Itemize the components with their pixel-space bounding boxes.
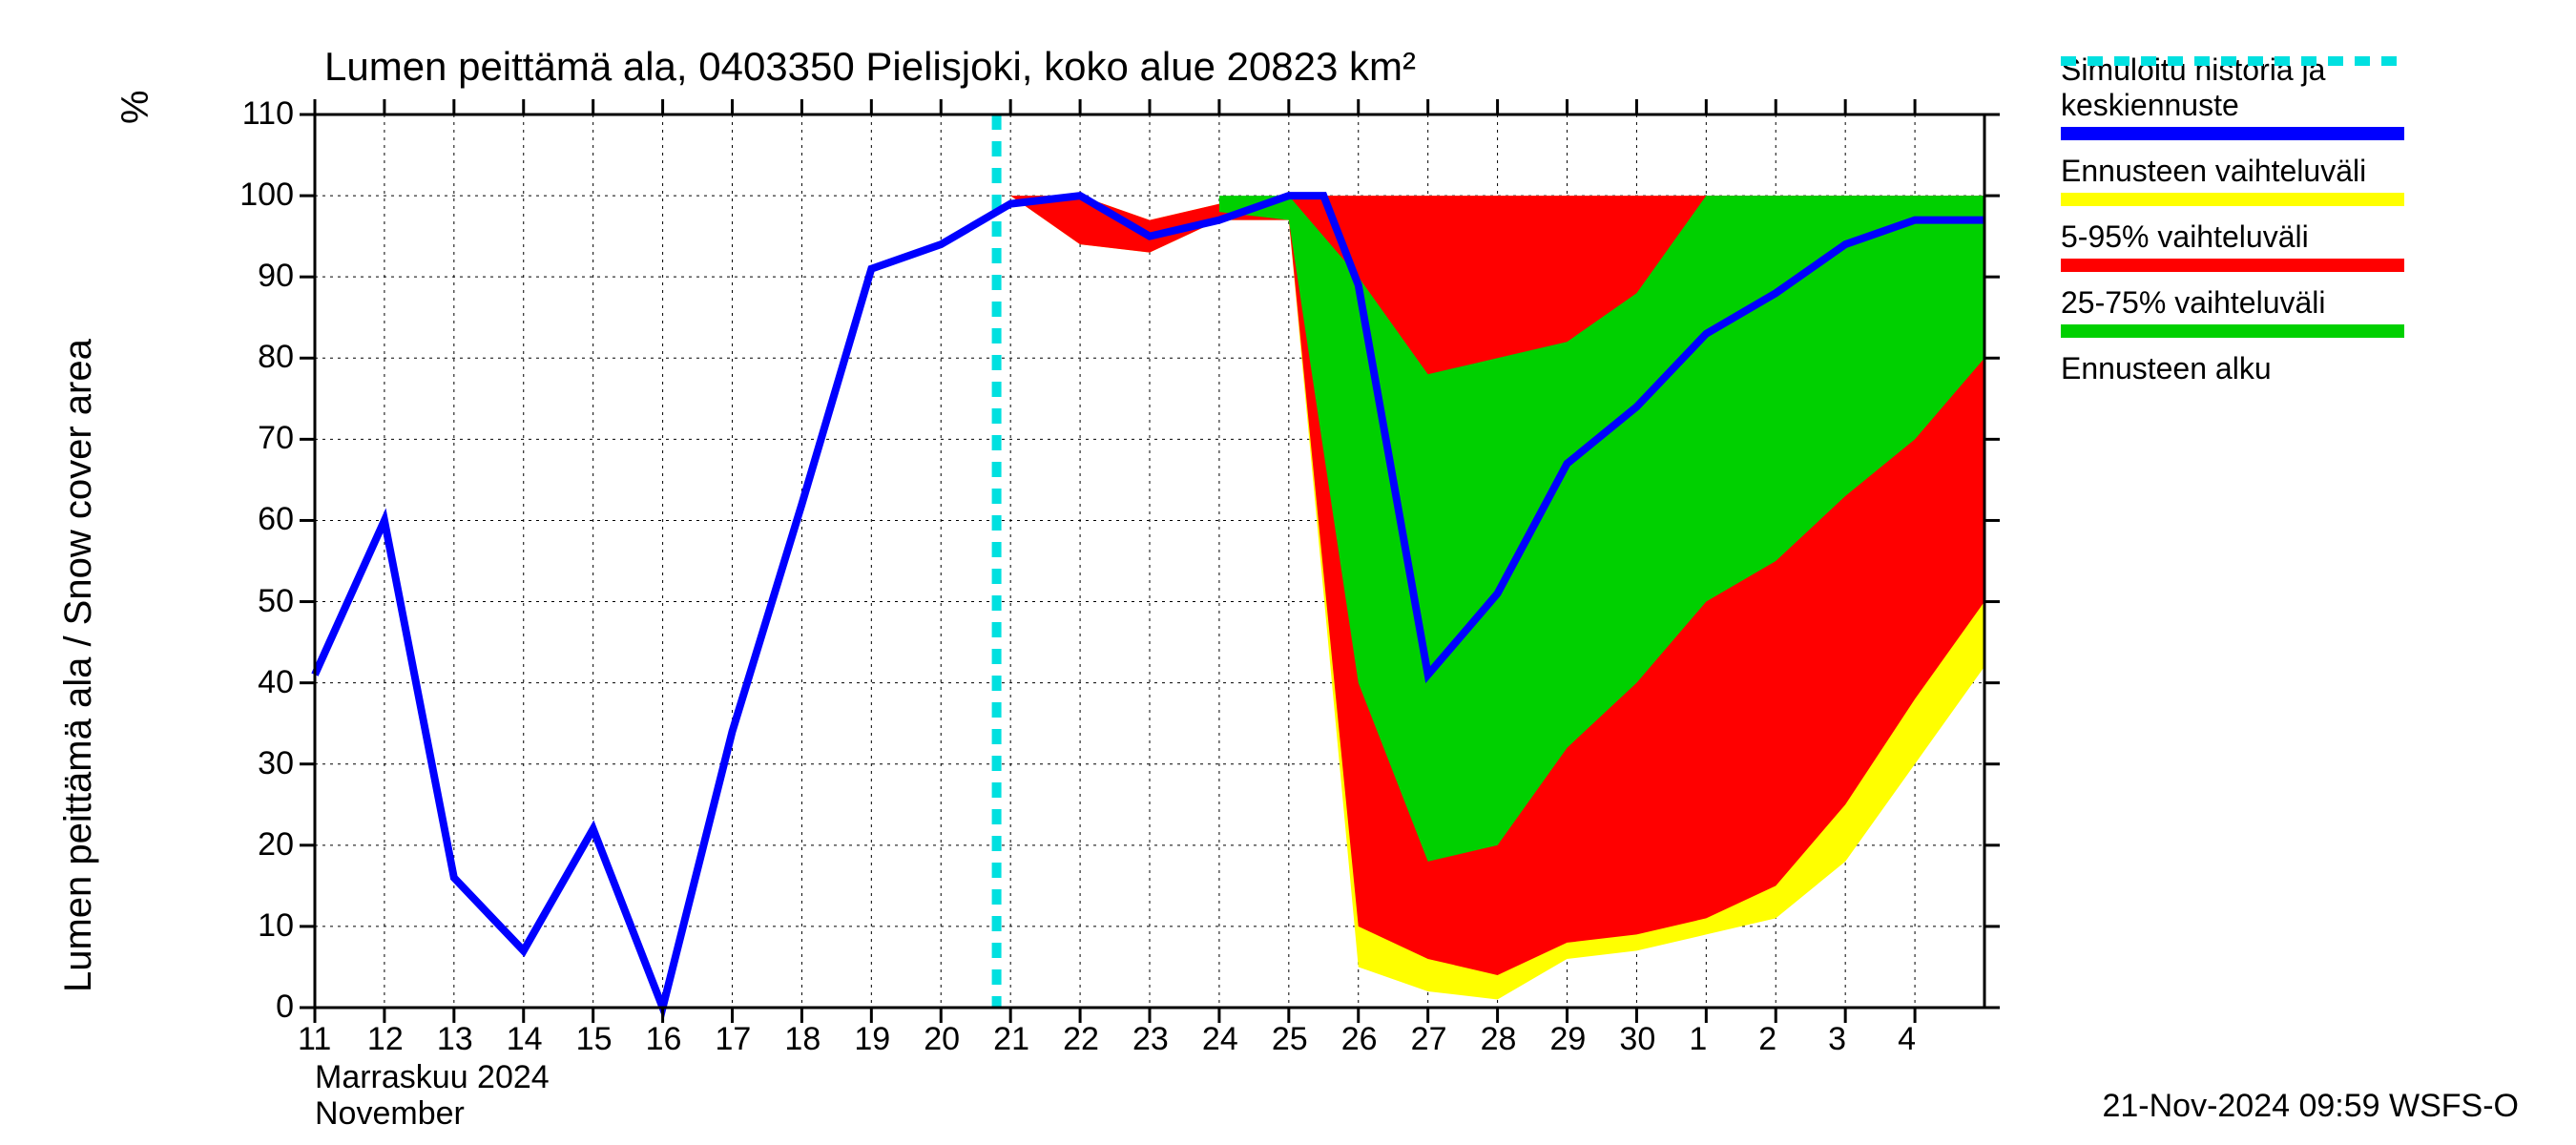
x-tick-label: 28: [1481, 1021, 1517, 1058]
y-tick-label: 110: [242, 95, 294, 133]
x-tick-label: 1: [1689, 1021, 1707, 1058]
x-tick-label: 18: [784, 1021, 821, 1058]
y-tick-label: 20: [258, 826, 294, 864]
y-tick-label: 70: [258, 420, 294, 457]
x-tick-label: 30: [1619, 1021, 1655, 1058]
y-tick-label: 10: [258, 907, 294, 945]
y-tick-label: 50: [258, 583, 294, 620]
x-tick-label: 2: [1758, 1021, 1776, 1058]
x-tick-label: 3: [1828, 1021, 1846, 1058]
legend-item-yellow: Ennusteen vaihteluväli: [2061, 154, 2404, 206]
y-tick-label: 40: [258, 664, 294, 701]
x-tick-label: 13: [437, 1021, 473, 1058]
x-tick-label: 11: [298, 1021, 331, 1058]
legend-label-green: 25-75% vaihteluväli: [2061, 285, 2404, 321]
legend-swatch-red: [2061, 259, 2404, 272]
legend-swatch-yellow: [2061, 193, 2404, 206]
legend-swatch-forecast: [2061, 52, 2404, 70]
x-tick-label: 15: [576, 1021, 613, 1058]
y-tick-label: 90: [258, 258, 294, 295]
x-tick-label: 16: [646, 1021, 682, 1058]
y-tick-label: 100: [239, 177, 294, 214]
x-tick-label: 23: [1132, 1021, 1169, 1058]
legend-label-forecast: Ennusteen alku: [2061, 351, 2404, 386]
x-tick-label: 21: [993, 1021, 1029, 1058]
y-tick-label: 0: [276, 989, 294, 1026]
legend-item-red: 5-95% vaihteluväli: [2061, 219, 2404, 272]
x-tick-label: 14: [507, 1021, 543, 1058]
chart-footer: 21-Nov-2024 09:59 WSFS-O: [2102, 1088, 2519, 1125]
legend-label-main-2: keskiennuste: [2061, 88, 2404, 123]
x-tick-label: 4: [1898, 1021, 1916, 1058]
x-tick-label: 20: [924, 1021, 960, 1058]
y-tick-label: 60: [258, 501, 294, 538]
x-tick-label: 25: [1272, 1021, 1308, 1058]
x-tick-label: 22: [1063, 1021, 1099, 1058]
x-tick-label: 12: [367, 1021, 404, 1058]
legend-item-forecast: Ennusteen alku: [2061, 351, 2404, 386]
legend: Simuloitu historia ja keskiennuste Ennus…: [2061, 52, 2404, 390]
legend-swatch-main: [2061, 127, 2404, 140]
x-tick-label: 27: [1411, 1021, 1447, 1058]
x-month-fi: Marraskuu 2024: [315, 1059, 550, 1096]
legend-swatch-green: [2061, 324, 2404, 338]
x-tick-label: 19: [854, 1021, 890, 1058]
y-tick-label: 80: [258, 339, 294, 376]
x-tick-label: 17: [716, 1021, 752, 1058]
y-tick-label: 30: [258, 745, 294, 782]
legend-item-green: 25-75% vaihteluväli: [2061, 285, 2404, 338]
legend-label-yellow: Ennusteen vaihteluväli: [2061, 154, 2404, 189]
chart-container: Lumen peittämä ala, 0403350 Pielisjoki, …: [0, 0, 2576, 1145]
x-tick-label: 24: [1202, 1021, 1238, 1058]
x-tick-label: 29: [1550, 1021, 1587, 1058]
legend-label-red: 5-95% vaihteluväli: [2061, 219, 2404, 255]
x-month-en: November: [315, 1095, 465, 1133]
x-tick-label: 26: [1341, 1021, 1378, 1058]
